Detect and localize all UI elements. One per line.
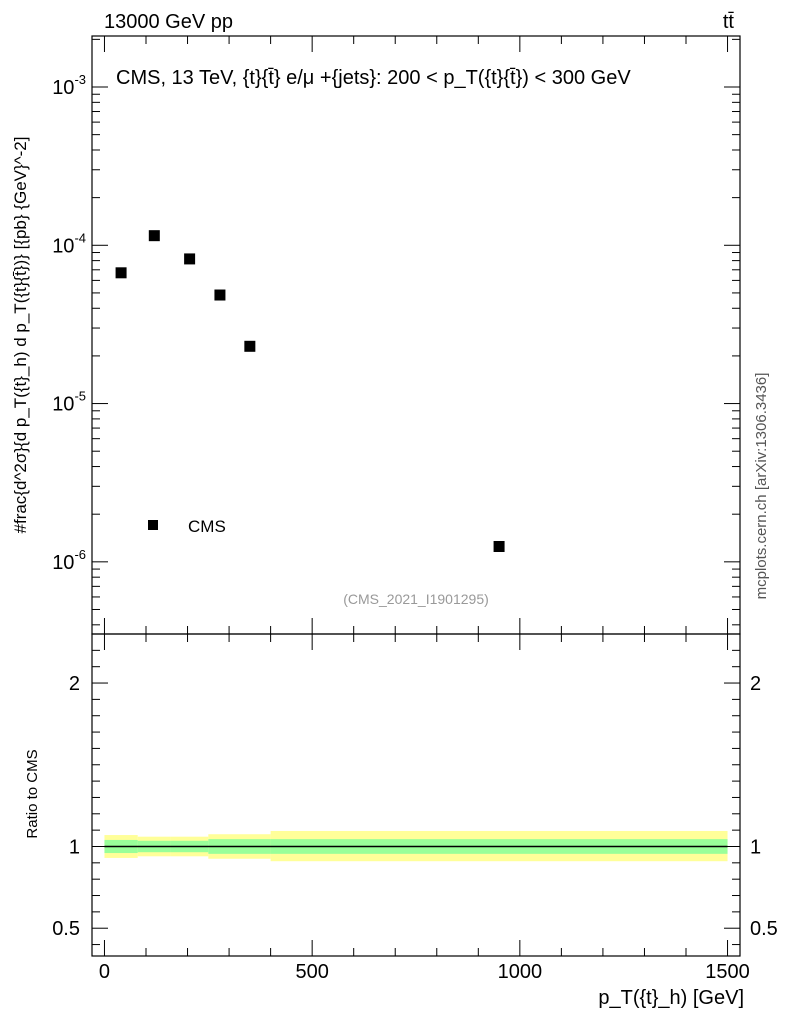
ratio-axis-ticks — [92, 634, 740, 956]
main-plot-frame — [91, 35, 741, 635]
ratio-y-tick-label-left: 0.5 — [52, 918, 80, 940]
main-y-tick-label: 10-3 — [52, 72, 86, 99]
ratio-plot-frame — [91, 633, 741, 957]
main-panel: 10-3 10-4 10-5 10-6 CMS, 13 TeV, {t}{t̄} e/… — [11, 35, 741, 635]
x-tick-label: 1000 — [498, 961, 543, 983]
process-label: tt̄ — [723, 11, 735, 33]
data-point — [244, 340, 256, 352]
data-point — [148, 230, 160, 242]
x-tick-labels: 0 500 1000 1500 — [99, 961, 750, 983]
ratio-y-tick-label-right: 2 — [750, 673, 761, 695]
ratio-y-tick-label-left: 1 — [69, 836, 80, 858]
ratio-y-tick-label-left: 2 — [69, 673, 80, 695]
data-point — [493, 540, 505, 552]
data-point — [184, 253, 196, 265]
ratio-y-tick-label-right: 0.5 — [750, 918, 778, 940]
ratio-y-tick-label-right: 1 — [750, 836, 761, 858]
source-side-label: mcplots.cern.ch [arXiv:1306.3436] — [753, 373, 770, 600]
analysis-watermark: (CMS_2021_I1901295) — [343, 591, 489, 607]
main-y-tick-label: 10-6 — [52, 547, 86, 574]
data-point — [115, 267, 127, 279]
legend-marker — [148, 520, 158, 530]
ratio-panel: 0.5 0.5 1 1 2 2 0 500 1000 1500 Ratio to CMS p_T… — [24, 633, 778, 1009]
x-axis-label: p_T({t}_h) [GeV] — [598, 987, 744, 1009]
legend-label: CMS — [188, 517, 226, 536]
x-tick-label: 0 — [99, 961, 110, 983]
data-point — [214, 289, 226, 301]
plot-title: CMS, 13 TeV, {t}{t̄} e/μ +{jets}: 200 < … — [116, 67, 631, 89]
main-axis-ticks — [92, 36, 740, 634]
main-y-tick-label: 10-5 — [52, 389, 86, 416]
ratio-uncertainty-bands — [104, 830, 728, 862]
ratio-y-tick-labels: 0.5 0.5 1 1 2 2 — [52, 673, 778, 940]
x-tick-label: 500 — [295, 961, 328, 983]
main-y-tick-label: 10-4 — [52, 230, 86, 257]
ratio-y-axis-label: Ratio to CMS — [24, 749, 41, 838]
energy-label: 13000 GeV pp — [104, 11, 233, 33]
x-tick-label: 1500 — [705, 961, 750, 983]
main-y-axis-label: #frac{d^2σ}{d p_T({t}_h) d p_T({t}{t̄})}… — [11, 137, 30, 534]
main-y-tick-labels: 10-3 10-4 10-5 10-6 — [52, 72, 86, 574]
data-points — [115, 230, 505, 552]
